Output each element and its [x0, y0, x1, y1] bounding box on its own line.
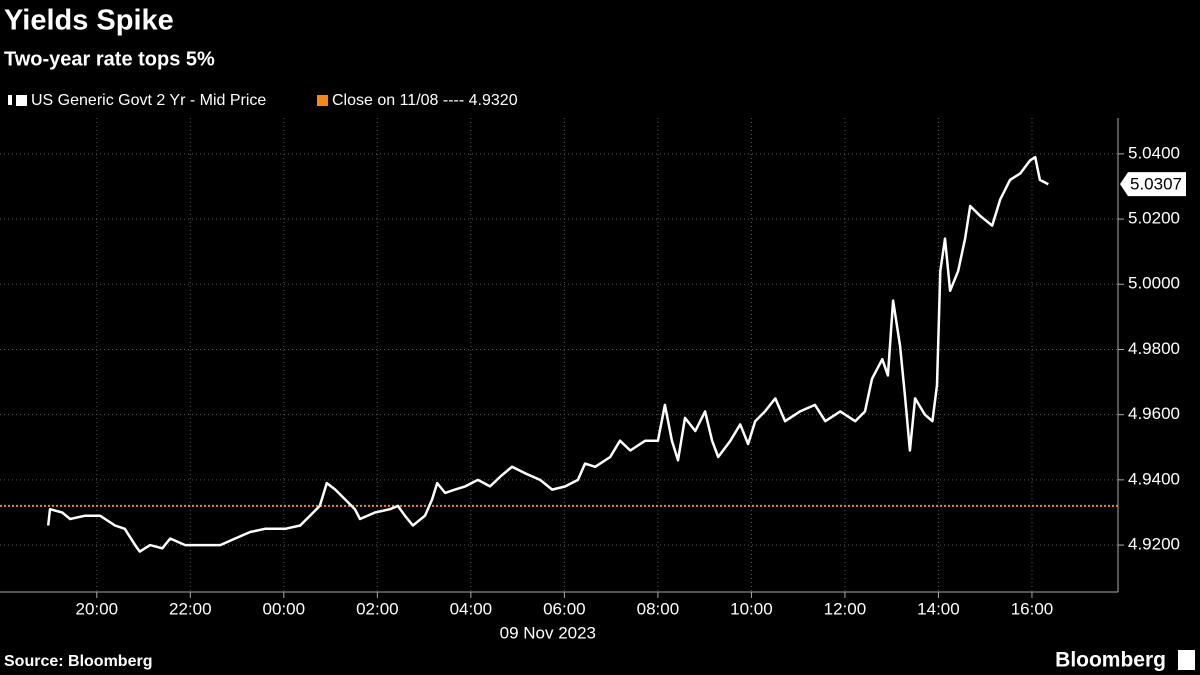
x-tick-label: 16:00 [1011, 599, 1054, 618]
x-tick-label: 04:00 [450, 599, 493, 618]
chart-subtitle: Two-year rate tops 5% [4, 48, 215, 70]
x-tick-label: 08:00 [637, 599, 680, 618]
price-line [46, 155, 1049, 553]
y-tick-label: 4.9400 [1128, 469, 1180, 488]
legend-swatch [317, 95, 328, 106]
brand-icon [1178, 650, 1195, 670]
legend-icon-line [8, 95, 12, 105]
chart-title: Yields Spike [4, 5, 174, 37]
y-tick-label: 4.9200 [1128, 535, 1180, 554]
x-tick-label: 10:00 [730, 599, 773, 618]
x-tick-label: 14:00 [917, 599, 960, 618]
x-tick-label: 00:00 [263, 599, 306, 618]
x-tick-label: 06:00 [543, 599, 586, 618]
y-tick-label: 5.0000 [1128, 274, 1180, 293]
x-tick-label: 02:00 [356, 599, 399, 618]
x-tick-label: 20:00 [76, 599, 119, 618]
y-tick-label: 4.9600 [1128, 404, 1180, 423]
legend-label: Close on 11/08 ---- 4.9320 [332, 92, 518, 109]
legend-swatch [16, 95, 27, 106]
brand-logo: Bloomberg [1055, 649, 1166, 672]
y-tick-label: 5.0400 [1128, 143, 1180, 162]
date-label: 09 Nov 2023 [500, 623, 596, 642]
last-value-tag [1120, 172, 1186, 197]
x-tick-label: 22:00 [169, 599, 212, 618]
last-value-label: 5.0307 [1130, 175, 1182, 194]
source: Source: Bloomberg [4, 653, 152, 670]
y-tick-label: 4.9800 [1128, 339, 1180, 358]
y-tick-label: 5.0200 [1128, 209, 1180, 228]
x-tick-label: 12:00 [824, 599, 867, 618]
legend-label: US Generic Govt 2 Yr - Mid Price [31, 92, 266, 109]
